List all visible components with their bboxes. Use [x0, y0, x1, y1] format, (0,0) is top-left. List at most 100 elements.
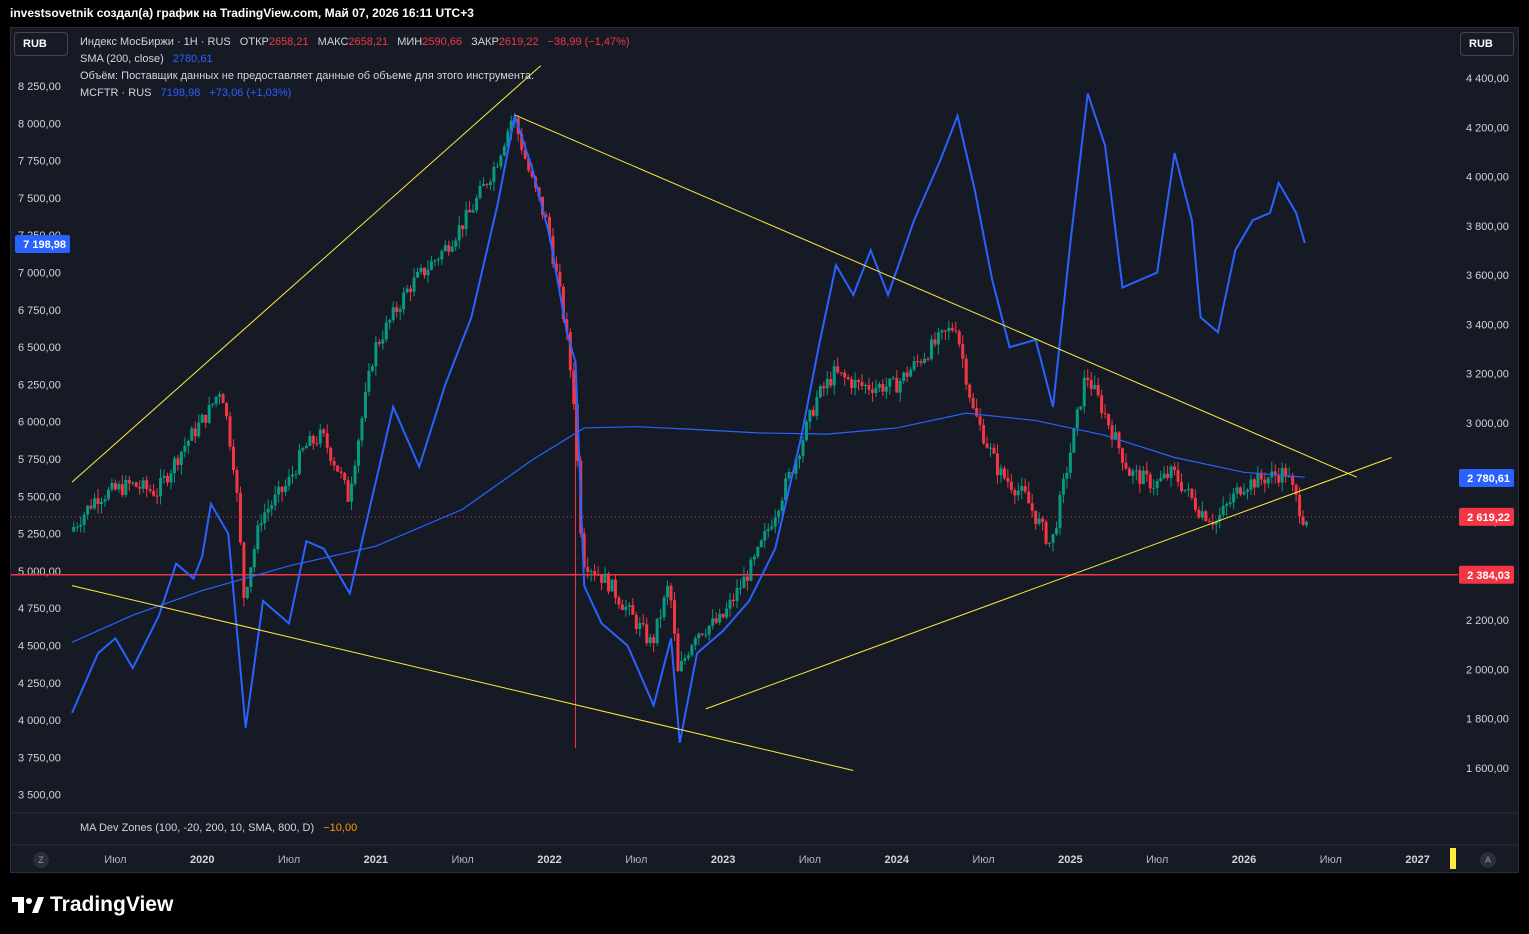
- candle-body: [982, 424, 986, 444]
- candle-body: [589, 571, 593, 573]
- chart-header: investsovetnik создал(а) график на Tradi…: [10, 6, 474, 20]
- candle-body: [499, 155, 503, 167]
- candle-body: [127, 479, 131, 484]
- candle-body: [1298, 494, 1302, 517]
- left-axis-tick: 8 000,00: [18, 118, 61, 130]
- candle-body: [596, 574, 600, 576]
- time-axis-label: 2024: [885, 854, 910, 866]
- left-axis-tick: 4 000,00: [18, 715, 61, 727]
- candle-body: [117, 484, 121, 490]
- candle-body: [374, 342, 378, 367]
- currency-left-button[interactable]: RUB: [14, 32, 68, 56]
- candle-body: [891, 377, 895, 379]
- candle-body: [1086, 377, 1090, 380]
- chart-panel[interactable]: [10, 27, 1519, 873]
- candle-body: [704, 634, 708, 636]
- candle-body: [325, 433, 329, 448]
- time-axis-label: Июл: [1320, 854, 1342, 866]
- trendline: [705, 457, 1392, 710]
- candle-body: [1058, 494, 1062, 529]
- candle-body: [662, 597, 666, 618]
- right-axis-tick: 1 800,00: [1466, 714, 1509, 726]
- right-axis-tick: 3 800,00: [1466, 221, 1509, 233]
- left-axis-tick: 3 500,00: [18, 790, 61, 802]
- candle-body: [766, 528, 770, 532]
- legend-sma[interactable]: SMA (200, close) 2780,61: [80, 53, 213, 65]
- support-price-badge: 2 384,03: [1467, 570, 1510, 582]
- candle-body: [975, 407, 979, 417]
- right-axis-tick: 3 200,00: [1466, 369, 1509, 381]
- candle-body: [659, 617, 663, 619]
- candle-body: [1162, 473, 1166, 479]
- candle-body: [985, 443, 989, 448]
- candle-body: [846, 377, 850, 380]
- candle-body: [968, 384, 972, 398]
- candle-body: [1023, 486, 1027, 492]
- tradingview-logo-text: TradingView: [50, 893, 174, 916]
- candle-body: [179, 451, 183, 466]
- candle-body: [1207, 520, 1211, 522]
- candle-body: [544, 214, 548, 218]
- left-axis-tick: 5 000,00: [18, 566, 61, 578]
- candle-body: [648, 637, 652, 643]
- candle-body: [165, 475, 169, 483]
- candle-body: [113, 483, 117, 490]
- candle-body: [936, 332, 940, 345]
- trendline: [71, 65, 542, 483]
- left-axis-tick: 4 500,00: [18, 641, 61, 653]
- candle-body: [72, 526, 76, 532]
- candle-body: [395, 307, 399, 312]
- currency-right-button[interactable]: RUB: [1460, 32, 1514, 56]
- zoom-z-button[interactable]: Z: [33, 852, 49, 868]
- candle-body: [273, 494, 277, 506]
- legend-symbol: Индекс МосБиржи · 1Н · RUS: [80, 36, 231, 48]
- legend-main[interactable]: Индекс МосБиржи · 1Н · RUS ОТКР2658,21 М…: [80, 36, 630, 48]
- candle-body: [485, 184, 489, 186]
- candle-body: [301, 448, 305, 451]
- candle-body: [1190, 488, 1194, 498]
- candle-body: [402, 292, 406, 310]
- candle-body: [1141, 470, 1145, 485]
- candle-body: [266, 508, 270, 513]
- candle-body: [1072, 428, 1076, 453]
- right-axis-tick: 4 000,00: [1466, 172, 1509, 184]
- candle-body: [110, 483, 114, 490]
- candle-body: [287, 476, 291, 486]
- sma-price-badge-bg: [1459, 469, 1514, 487]
- candle-body: [898, 381, 902, 393]
- candle-body: [176, 458, 180, 466]
- candle-body: [1305, 521, 1309, 525]
- legend-high-value: 2658,21: [348, 36, 389, 48]
- legend-volume: Объём: Поставщик данных не предоставляет…: [80, 70, 534, 82]
- legend-mcftr[interactable]: MCFTR · RUS 7198,98 +73,06 (+1,03%): [80, 87, 291, 99]
- candle-body: [881, 383, 885, 392]
- candle-body: [492, 166, 496, 182]
- candle-body: [1200, 511, 1204, 518]
- candle-body: [1054, 528, 1058, 535]
- candle-body: [270, 505, 274, 509]
- candle-body: [322, 429, 326, 434]
- candle-body: [1020, 486, 1024, 491]
- candle-body: [707, 625, 711, 635]
- candle-body: [1131, 470, 1135, 476]
- candle-body: [631, 605, 635, 615]
- candle-body: [565, 319, 569, 333]
- trendline: [71, 585, 854, 771]
- candle-body: [162, 475, 166, 479]
- candle-body: [235, 469, 239, 493]
- candle-body: [919, 361, 923, 363]
- candle-body: [482, 184, 486, 187]
- candle-body: [992, 447, 996, 454]
- candle-body: [454, 240, 458, 247]
- candle-body: [370, 366, 374, 371]
- candle-body: [1284, 468, 1288, 477]
- legend-madev[interactable]: MA Dev Zones (100, -20, 200, 10, SMA, 80…: [80, 822, 357, 834]
- candle-body: [1232, 493, 1236, 503]
- candle-body: [749, 559, 753, 581]
- candle-body: [582, 533, 586, 568]
- candle-body: [804, 421, 808, 441]
- auto-scale-button[interactable]: A: [1480, 852, 1496, 868]
- candle-body: [1134, 470, 1138, 472]
- candle-body: [200, 414, 204, 423]
